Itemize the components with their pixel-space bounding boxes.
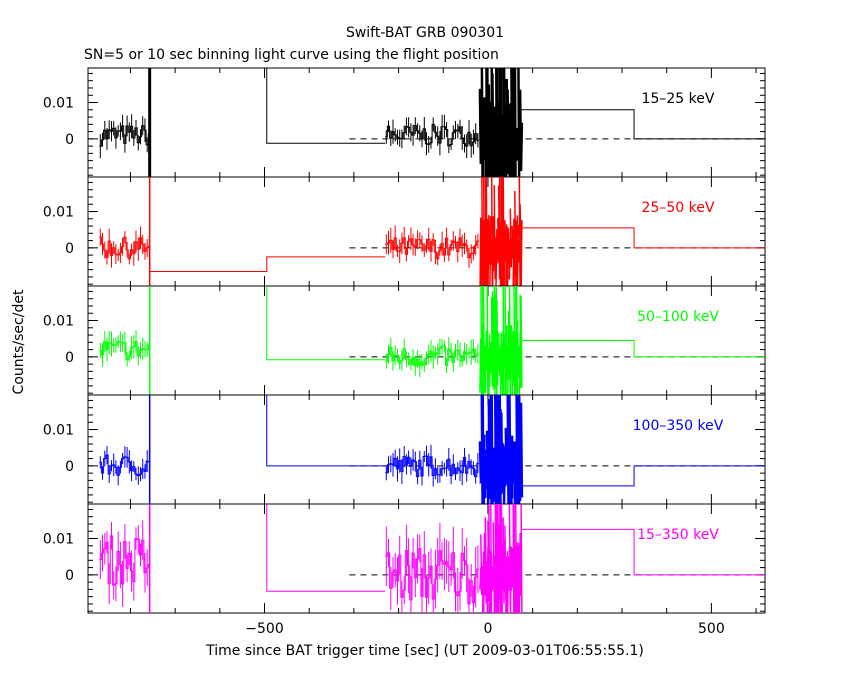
y-tick-label: 0 <box>65 132 74 148</box>
x-tick-label: 0 <box>483 621 492 637</box>
series-2 <box>99 177 765 286</box>
error-bars <box>385 225 479 268</box>
y-tick-label: 0.01 <box>43 314 74 330</box>
series-5 <box>99 504 765 613</box>
panel-4: 0 0.01 100–350 keV <box>43 394 766 505</box>
panel-frame <box>87 67 766 178</box>
error-bars <box>99 114 150 159</box>
y-tick-label: 0.01 <box>43 532 74 548</box>
step-segment <box>149 247 386 272</box>
post-step-segment <box>521 340 765 358</box>
chart-title: Swift-BAT GRB 090301 <box>346 25 504 41</box>
panels-group: 0 0.01 15–25 keV 0 0.01 25–50 keV 0 0.01 50–100 … <box>43 67 766 637</box>
error-bars <box>385 114 479 159</box>
x-tick-label: −500 <box>245 621 283 637</box>
panel-5: 0 0.01 15–350 keV −500 0 500 <box>43 503 766 637</box>
error-bars <box>99 226 150 268</box>
panel-3: 0 0.01 50–100 keV <box>43 285 766 396</box>
error-bars <box>99 445 150 486</box>
error-bars <box>99 330 150 367</box>
post-step-segment <box>521 227 765 249</box>
light-curve-segment <box>385 237 479 260</box>
series-1 <box>99 68 765 177</box>
y-tick-label: 0.01 <box>43 96 74 112</box>
error-bars <box>385 522 479 613</box>
light-curve-segment <box>385 455 479 478</box>
panel-frame <box>87 176 766 287</box>
band-label: 100–350 keV <box>633 418 724 434</box>
post-step-segment <box>521 109 765 140</box>
burst-region <box>479 504 523 613</box>
light-curve-segment <box>385 548 479 605</box>
band-label: 15–25 keV <box>642 91 715 107</box>
post-step-segment <box>521 528 765 576</box>
step-segment <box>149 395 386 467</box>
y-tick-label: 0 <box>65 350 74 366</box>
burst-region <box>478 395 524 504</box>
light-curve-segment <box>385 345 479 367</box>
x-axis-label: Time since BAT trigger time [sec] (UT 20… <box>205 643 644 659</box>
burst-region <box>478 68 524 177</box>
error-bars <box>99 520 150 607</box>
band-label: 15–350 keV <box>637 527 719 543</box>
panel-frame <box>87 285 766 396</box>
y-tick-label: 0 <box>65 568 74 584</box>
band-label: 50–100 keV <box>637 309 719 325</box>
post-step-segment <box>521 465 765 487</box>
band-label: 25–50 keV <box>642 200 715 216</box>
series-3 <box>99 286 765 395</box>
y-axis-label: Counts/sec/det <box>11 289 27 394</box>
y-tick-label: 0.01 <box>43 205 74 221</box>
step-segment <box>149 68 386 144</box>
error-bars <box>385 337 479 378</box>
burst-region <box>479 286 523 395</box>
error-bars <box>385 444 479 487</box>
y-tick-label: 0 <box>65 459 74 475</box>
y-tick-label: 0 <box>65 241 74 257</box>
x-tick-label: 500 <box>698 621 725 637</box>
light-curve-segment <box>385 123 479 147</box>
burst-region <box>479 177 523 286</box>
y-tick-label: 0.01 <box>43 423 74 439</box>
chart-subtitle: SN=5 or 10 sec binning light curve using… <box>84 47 499 63</box>
series-4 <box>99 395 765 504</box>
step-segment <box>149 286 386 361</box>
